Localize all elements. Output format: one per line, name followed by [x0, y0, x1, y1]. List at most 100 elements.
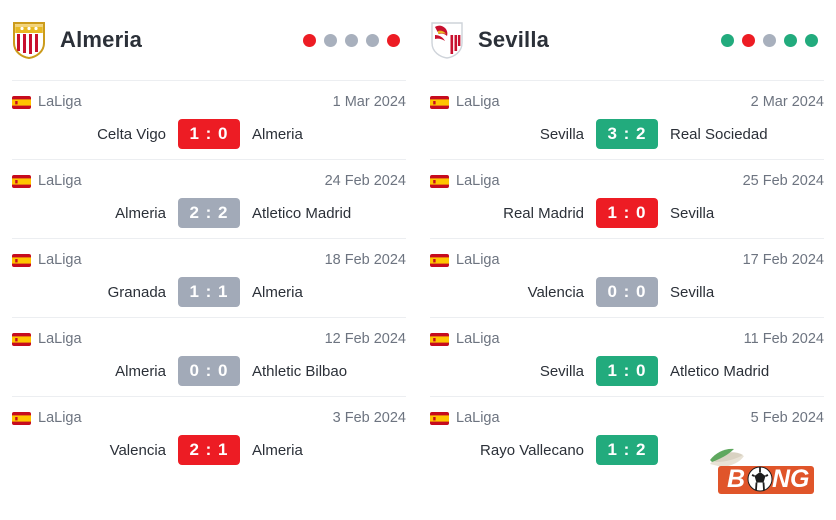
form-dot: [721, 33, 734, 47]
league-label: LaLiga: [430, 252, 500, 268]
match-row[interactable]: LaLiga 24 Feb 2024 Almeria 2 : 2 Atletic…: [12, 159, 406, 238]
league-name: LaLiga: [456, 331, 500, 347]
match-date: 12 Feb 2024: [324, 331, 406, 347]
form-dot: [387, 33, 400, 47]
score-badge: 1 : 0: [596, 356, 658, 386]
match-meta: LaLiga 24 Feb 2024: [12, 171, 406, 191]
league-name: LaLiga: [456, 410, 500, 426]
match-scoreline: Celta Vigo 1 : 0 Almeria: [12, 119, 406, 149]
match-row[interactable]: LaLiga 11 Feb 2024 Sevilla 1 : 0 Atletic…: [430, 317, 824, 396]
match-meta: LaLiga 11 Feb 2024: [430, 329, 824, 349]
form-dot: [324, 33, 337, 47]
match-list-left: LaLiga 1 Mar 2024 Celta Vigo 1 : 0 Almer…: [0, 80, 418, 475]
team-name-left: Almeria: [60, 27, 143, 52]
match-date: 1 Mar 2024: [332, 94, 406, 110]
match-scoreline: Rayo Vallecano 1 : 2: [430, 435, 824, 465]
form-dot: [303, 33, 316, 47]
home-team: Sevilla: [539, 362, 584, 380]
match-date: 5 Feb 2024: [750, 410, 824, 426]
home-team: Almeria: [115, 204, 166, 222]
match-row[interactable]: LaLiga 18 Feb 2024 Granada 1 : 1 Almeria: [12, 238, 406, 317]
spain-flag-icon: [12, 95, 31, 109]
match-meta: LaLiga 2 Mar 2024: [430, 92, 824, 112]
league-name: LaLiga: [456, 94, 500, 110]
almeria-crest-icon: [12, 21, 46, 59]
home-team: Valencia: [109, 441, 166, 459]
match-row[interactable]: LaLiga 17 Feb 2024 Valencia 0 : 0 Sevill…: [430, 238, 824, 317]
spain-flag-icon: [430, 253, 449, 267]
match-date: 17 Feb 2024: [742, 252, 824, 268]
league-label: LaLiga: [12, 410, 82, 426]
league-label: LaLiga: [12, 173, 82, 189]
match-meta: LaLiga 12 Feb 2024: [12, 329, 406, 349]
league-label: LaLiga: [12, 94, 82, 110]
match-row[interactable]: LaLiga 3 Feb 2024 Valencia 2 : 1 Almeria: [12, 396, 406, 475]
home-team: Granada: [107, 283, 166, 301]
match-row[interactable]: LaLiga 25 Feb 2024 Real Madrid 1 : 0 Sev…: [430, 159, 824, 238]
score-badge: 3 : 2: [596, 119, 658, 149]
league-label: LaLiga: [12, 252, 82, 268]
form-dots-left: [303, 33, 406, 47]
away-team: Almeria: [252, 283, 303, 301]
spain-flag-icon: [12, 411, 31, 425]
match-list-right: LaLiga 2 Mar 2024 Sevilla 3 : 2 Real Soc…: [418, 80, 836, 475]
away-team: Atletico Madrid: [252, 204, 352, 222]
away-team: Almeria: [252, 441, 303, 459]
match-date: 25 Feb 2024: [742, 173, 824, 189]
away-team: Atletico Madrid: [670, 362, 770, 380]
league-name: LaLiga: [38, 410, 82, 426]
match-scoreline: Almeria 2 : 2 Atletico Madrid: [12, 198, 406, 228]
league-label: LaLiga: [430, 331, 500, 347]
league-name: LaLiga: [456, 173, 500, 189]
league-label: LaLiga: [12, 331, 82, 347]
match-scoreline: Almeria 0 : 0 Athletic Bilbao: [12, 356, 406, 386]
away-team: Real Sociedad: [670, 125, 768, 143]
score-badge: 1 : 0: [596, 198, 658, 228]
match-row[interactable]: LaLiga 2 Mar 2024 Sevilla 3 : 2 Real Soc…: [430, 80, 824, 159]
score-badge: 2 : 1: [178, 435, 240, 465]
match-date: 3 Feb 2024: [332, 410, 406, 426]
league-name: LaLiga: [38, 173, 82, 189]
team-header-left: Almeria: [0, 0, 418, 80]
league-name: LaLiga: [38, 252, 82, 268]
match-date: 18 Feb 2024: [324, 252, 406, 268]
home-team: Celta Vigo: [97, 125, 166, 143]
away-team: Athletic Bilbao: [252, 362, 348, 380]
home-team: Sevilla: [539, 125, 584, 143]
spain-flag-icon: [12, 332, 31, 346]
form-dot: [366, 33, 379, 47]
away-team: Sevilla: [670, 204, 715, 222]
match-row[interactable]: LaLiga 12 Feb 2024 Almeria 0 : 0 Athleti…: [12, 317, 406, 396]
spain-flag-icon: [430, 332, 449, 346]
home-team: Valencia: [527, 283, 584, 301]
match-row[interactable]: LaLiga 5 Feb 2024 Rayo Vallecano 1 : 2: [430, 396, 824, 475]
league-name: LaLiga: [456, 252, 500, 268]
spain-flag-icon: [430, 411, 449, 425]
form-dot: [345, 33, 358, 47]
away-team: Sevilla: [670, 283, 715, 301]
match-meta: LaLiga 17 Feb 2024: [430, 250, 824, 270]
match-row[interactable]: LaLiga 1 Mar 2024 Celta Vigo 1 : 0 Almer…: [12, 80, 406, 159]
match-date: 24 Feb 2024: [324, 173, 406, 189]
form-dot: [742, 33, 755, 47]
team-header-right: Sevilla: [418, 0, 836, 80]
match-scoreline: Valencia 2 : 1 Almeria: [12, 435, 406, 465]
match-meta: LaLiga 18 Feb 2024: [12, 250, 406, 270]
match-scoreline: Valencia 0 : 0 Sevilla: [430, 277, 824, 307]
spain-flag-icon: [430, 95, 449, 109]
team-column-right: Sevilla: [418, 0, 836, 520]
match-scoreline: Sevilla 1 : 0 Atletico Madrid: [430, 356, 824, 386]
team-name-right: Sevilla: [478, 27, 550, 52]
form-dot: [763, 33, 776, 47]
league-label: LaLiga: [430, 94, 500, 110]
match-scoreline: Sevilla 3 : 2 Real Sociedad: [430, 119, 824, 149]
form-dots-right: [721, 33, 824, 47]
match-meta: LaLiga 25 Feb 2024: [430, 171, 824, 191]
score-badge: 1 : 0: [178, 119, 240, 149]
score-badge: 1 : 1: [178, 277, 240, 307]
form-dot: [784, 33, 797, 47]
score-badge: 1 : 2: [596, 435, 658, 465]
league-name: LaLiga: [38, 94, 82, 110]
score-badge: 0 : 0: [178, 356, 240, 386]
